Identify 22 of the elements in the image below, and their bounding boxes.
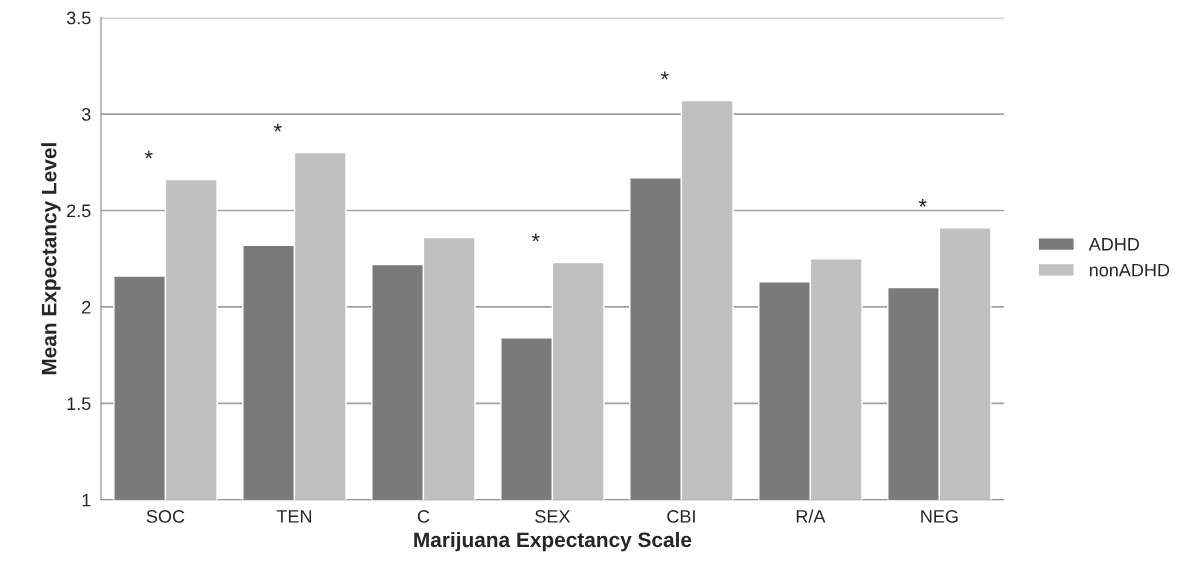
x-tick-label: TEN (276, 510, 312, 523)
legend-label: nonADHD (1089, 263, 1170, 277)
y-tick-label: 2 (82, 300, 91, 314)
y-tick-label: 1 (82, 493, 91, 507)
x-tick-label: SOC (146, 510, 185, 523)
x-tick-label: C (417, 510, 430, 523)
x-tick-label: R/A (796, 509, 826, 523)
legend-label: ADHD (1088, 238, 1140, 251)
y-tick-label: 3 (81, 108, 91, 121)
annotation: * (273, 123, 282, 132)
y-tick-label: 3.5 (66, 11, 91, 25)
annotation: * (531, 233, 540, 242)
x-tick-label: SEX (535, 510, 571, 523)
y-axis-title: Mean Expectancy Level (41, 143, 61, 375)
x-tick-label: CBI (667, 510, 695, 523)
x-tick-label: NEG (921, 510, 958, 523)
annotation: * (660, 71, 669, 80)
x-axis-title: Marijuana Expectancy Scale (414, 531, 692, 552)
y-tick-label: 1.5 (67, 397, 91, 411)
annotation: * (918, 198, 927, 207)
y-tick-label: 2.5 (67, 204, 91, 218)
annotation: * (144, 150, 153, 159)
